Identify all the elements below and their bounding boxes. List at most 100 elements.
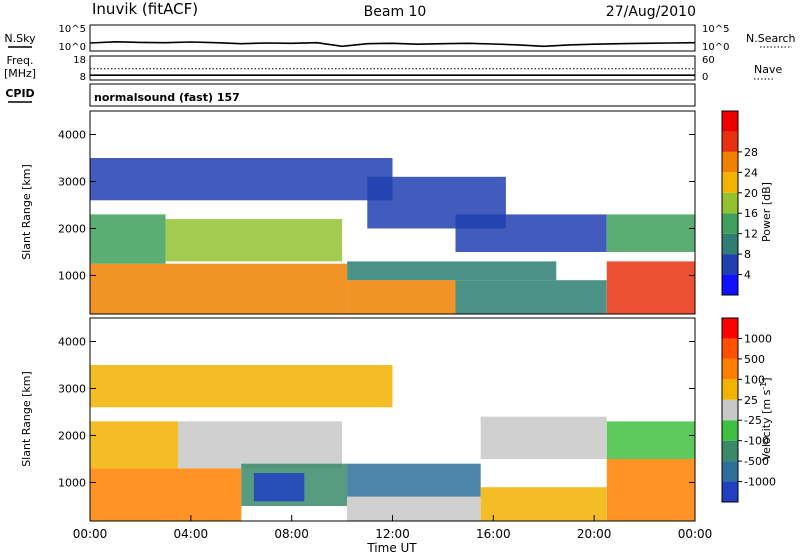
y-tick-label: 1000	[58, 476, 86, 489]
colorbar-tick-label: 24	[744, 166, 758, 179]
velocity-colorbar-label-text: Velocity [m s	[760, 389, 773, 460]
frequency-left-label: Freq.	[6, 54, 33, 67]
frequency-panel: Freq. [MHz] 18 8 60 0 Nave	[4, 54, 783, 83]
station-title: Inuvik (fitACF)	[92, 0, 198, 18]
noise-panel: N.Sky 10^5 10^0 10^5 10^0 N.Search	[4, 24, 795, 53]
colorbar-swatch	[722, 111, 738, 132]
scatter-region	[347, 463, 481, 497]
colorbar-tick-label: 1000	[744, 332, 772, 345]
colorbar-tick-label: 100	[744, 373, 765, 386]
colorbar-tick-label: -25	[744, 414, 762, 427]
colorbar-swatch	[722, 233, 738, 255]
scatter-region	[347, 261, 557, 281]
noise-right-tick-bottom: 10^0	[702, 42, 729, 53]
velocity-colorbar-label-sup: -1	[759, 382, 768, 390]
frequency-right-label: Nave	[754, 63, 782, 76]
cpid-panel-frame	[89, 83, 696, 107]
power-data-layer	[90, 158, 695, 314]
x-tick-label: 00:00	[73, 527, 108, 541]
colorbar-swatch	[722, 440, 738, 462]
scatter-region	[90, 158, 393, 201]
colorbar-swatch	[722, 318, 738, 339]
colorbar-tick-label: 25	[744, 394, 758, 407]
noise-panel-frame	[89, 24, 696, 52]
y-tick-label: 4000	[58, 335, 86, 348]
beam-title: Beam 10	[364, 4, 427, 20]
scatter-region	[347, 496, 481, 521]
colorbar-swatch	[722, 274, 738, 295]
colorbar-tick-label: -500	[744, 455, 769, 468]
scatter-region	[90, 365, 393, 408]
power-colorbar: 4 8 12 16 20 24 28	[721, 110, 758, 296]
noise-right-label: N.Search	[746, 32, 796, 45]
scatter-region	[90, 214, 166, 264]
noise-left-tick-bottom: 10^0	[59, 42, 86, 53]
colorbar-swatch	[722, 379, 738, 400]
scatter-region	[347, 280, 456, 314]
velocity-y-ticks: 1000 2000 3000 4000	[58, 335, 695, 489]
power-colorbar-label: Power [dB]	[760, 182, 773, 242]
y-tick-label: 2000	[58, 222, 86, 235]
scatter-region	[480, 487, 607, 521]
scatter-region	[90, 468, 242, 521]
colorbar-tick-label: 12	[744, 228, 758, 241]
scatter-region	[165, 219, 343, 262]
x-tick-label: 20:00	[577, 527, 612, 541]
x-tick-label: 12:00	[375, 527, 410, 541]
colorbar-swatch	[722, 172, 738, 193]
frequency-left-tick-bottom: 8	[80, 72, 86, 83]
colorbar-swatch	[722, 254, 738, 275]
frequency-right-tick-top: 60	[702, 55, 715, 66]
colorbar-frame	[721, 317, 739, 503]
y-tick-label: 1000	[58, 269, 86, 282]
velocity-panel: 1000 2000 3000 4000 Slant Range [km] 1000 50…	[20, 317, 776, 554]
noise-left-tick-top: 10^5	[59, 24, 86, 35]
colorbar-swatch	[722, 420, 738, 441]
date-title: 27/Aug/2010	[606, 4, 696, 20]
power-panel: 1000 2000 3000 4000 Slant Range [km] 4 8 12 16…	[20, 110, 773, 315]
x-tick-label: 08:00	[274, 527, 309, 541]
velocity-colorbar-label-tail: ]	[760, 377, 773, 381]
cpid-text: normalsound (fast) 157	[94, 91, 240, 104]
time-axis-ticks: 00:00 04:00 08:00 12:00 16:00 20:00 00:00	[73, 515, 713, 541]
colorbar-tick-label: -1000	[744, 476, 776, 489]
frequency-right-tick-bottom: 0	[702, 72, 708, 83]
colorbar-swatch	[722, 481, 738, 502]
noise-sky-line	[89, 40, 696, 48]
colorbar-tick-label: 500	[744, 353, 765, 366]
colorbar-tick-label: 20	[744, 187, 758, 200]
scatter-region	[606, 261, 695, 314]
colorbar-tick-label: 16	[744, 207, 758, 220]
noise-left-label: N.Sky	[4, 32, 36, 45]
frequency-left-unit: [MHz]	[4, 67, 36, 80]
scatter-region	[90, 263, 348, 314]
colorbar-tick-label: -100	[744, 435, 769, 448]
colorbar-swatch	[722, 338, 738, 359]
colorbar-tick-label: 8	[744, 248, 751, 261]
x-tick-label: 00:00	[678, 527, 713, 541]
velocity-colorbar: 1000 500 100 25 -25 -100 -500 -1000	[721, 317, 776, 503]
scatter-region	[606, 421, 695, 459]
x-tick-label: 16:00	[476, 527, 511, 541]
velocity-colorbar-label: Velocity [m s-1]	[759, 377, 773, 460]
scatter-region	[480, 416, 607, 459]
scatter-region	[606, 459, 695, 521]
colorbar-swatch	[722, 399, 738, 421]
colorbar-swatch	[722, 213, 738, 234]
y-tick-label: 2000	[58, 429, 86, 442]
colorbar-frame	[721, 110, 739, 296]
y-tick-label: 3000	[58, 175, 86, 188]
scatter-region	[178, 421, 343, 469]
y-tick-label: 4000	[58, 128, 86, 141]
colorbar-tick-label: 4	[744, 269, 751, 282]
colorbar-swatch	[722, 461, 738, 482]
scatter-region	[606, 214, 695, 252]
velocity-y-axis-label: Slant Range [km]	[20, 371, 33, 467]
power-y-ticks: 1000 2000 3000 4000	[58, 128, 695, 282]
time-axis-label: Time UT	[366, 541, 417, 554]
colorbar-tick-label: 28	[744, 146, 758, 159]
noise-right-tick-top: 10^5	[702, 24, 729, 35]
x-tick-label: 04:00	[174, 527, 209, 541]
colorbar-swatch	[722, 358, 738, 380]
